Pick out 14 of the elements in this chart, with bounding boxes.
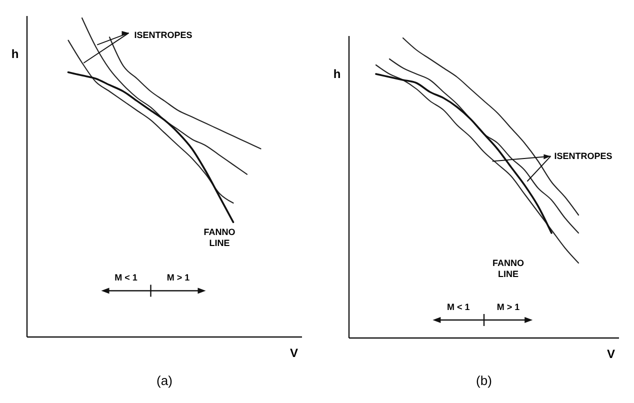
y-axis-title: h — [333, 67, 341, 81]
annotation: M < 1 — [446, 302, 470, 312]
annotation: FANNO LINE — [204, 226, 236, 248]
annotation: FANNO LINE — [492, 258, 524, 279]
x-axis-title: V — [606, 347, 616, 361]
annotation: M > 1 — [496, 302, 520, 312]
annotation: ISENTROPES — [554, 151, 612, 161]
text: (a) — [156, 373, 172, 388]
annotation: M < 1 — [114, 272, 138, 283]
annotation: ISENTROPES — [134, 30, 192, 40]
text: (b) — [476, 373, 492, 388]
y-axis-title: h — [11, 47, 19, 61]
annotation: M > 1 — [166, 272, 190, 283]
x-axis-title: V — [290, 346, 298, 360]
